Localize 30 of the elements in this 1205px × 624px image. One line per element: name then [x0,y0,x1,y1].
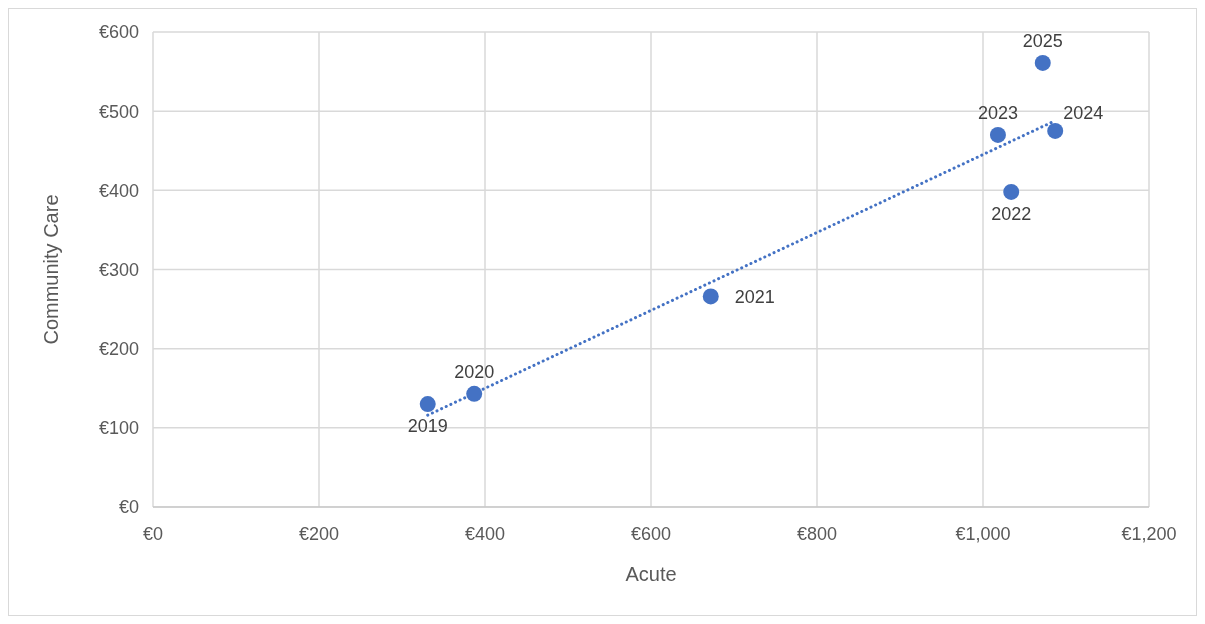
annotation: 2019 [407,416,448,437]
y-tick-label: €100 [98,418,139,439]
x-tick-label: €800 [796,523,838,544]
x-tick-label: €1,000 [955,523,1011,544]
annotation: 2023 [977,102,1018,123]
point [1003,183,1020,200]
annotation: 2020 [454,361,495,382]
annotation: 2022 [991,203,1032,224]
y-tick-label: €400 [98,180,139,201]
annotation: 2024 [1063,102,1104,123]
x-tick-label: €400 [464,523,506,544]
x-axis-title: Acute [625,563,677,585]
point [419,396,436,413]
y-tick-label: €500 [98,101,139,122]
y-axis-title: Community Care [40,194,63,345]
point [989,126,1006,143]
x-tick-label: €200 [298,523,340,544]
x-tick-label: €1,200 [1121,523,1177,544]
point [1047,122,1064,139]
point [1034,54,1051,71]
y-tick-label: €0 [118,497,139,518]
point [466,385,483,402]
point [702,288,719,305]
y-tick-label: €600 [98,22,139,43]
annotation: 2025 [1022,30,1063,51]
y-tick-label: €200 [98,339,139,360]
x-tick-label: €0 [142,523,164,544]
y-tick-label: €300 [98,259,139,280]
x-tick-label: €600 [630,523,672,544]
annotation: 2021 [734,287,775,308]
